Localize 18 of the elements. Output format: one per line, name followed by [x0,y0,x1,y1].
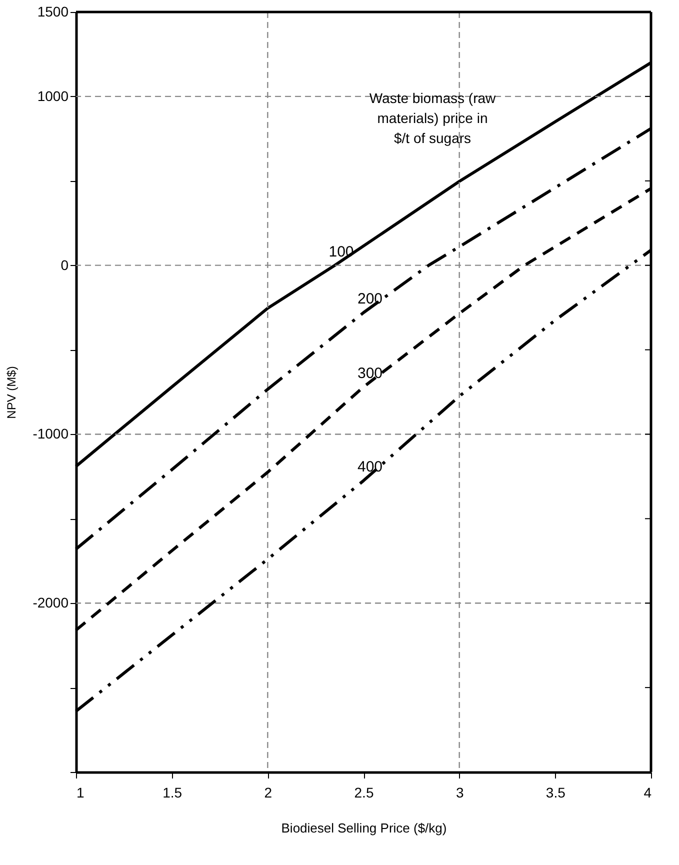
y-tick-label: -2000 [32,594,69,611]
x-axis-title: Biodiesel Selling Price ($/kg) [281,820,447,836]
y-tick-label: 1000 [37,88,69,104]
x-tick-label: 2.5 [354,784,374,800]
y-tick-label: 0 [60,256,69,273]
x-tick-label: 3.5 [546,784,566,800]
x-tick-label: 4 [644,784,652,800]
series-label: 300 [358,364,383,382]
series-label: 200 [358,290,383,308]
x-tick-label: 3 [456,784,464,800]
x-tick-label: 1.5 [162,784,182,800]
x-tick-label: 1 [76,784,84,800]
x-tick-label: 2 [264,784,272,800]
y-tick-label: 1500 [37,4,69,20]
series-label: 400 [358,458,383,476]
y-tick-label: -1000 [32,426,69,442]
y-axis-title: NPV (M$) [4,366,19,419]
legend-title: Waste biomass (raw materials) price in $/t of sugars [369,90,497,146]
